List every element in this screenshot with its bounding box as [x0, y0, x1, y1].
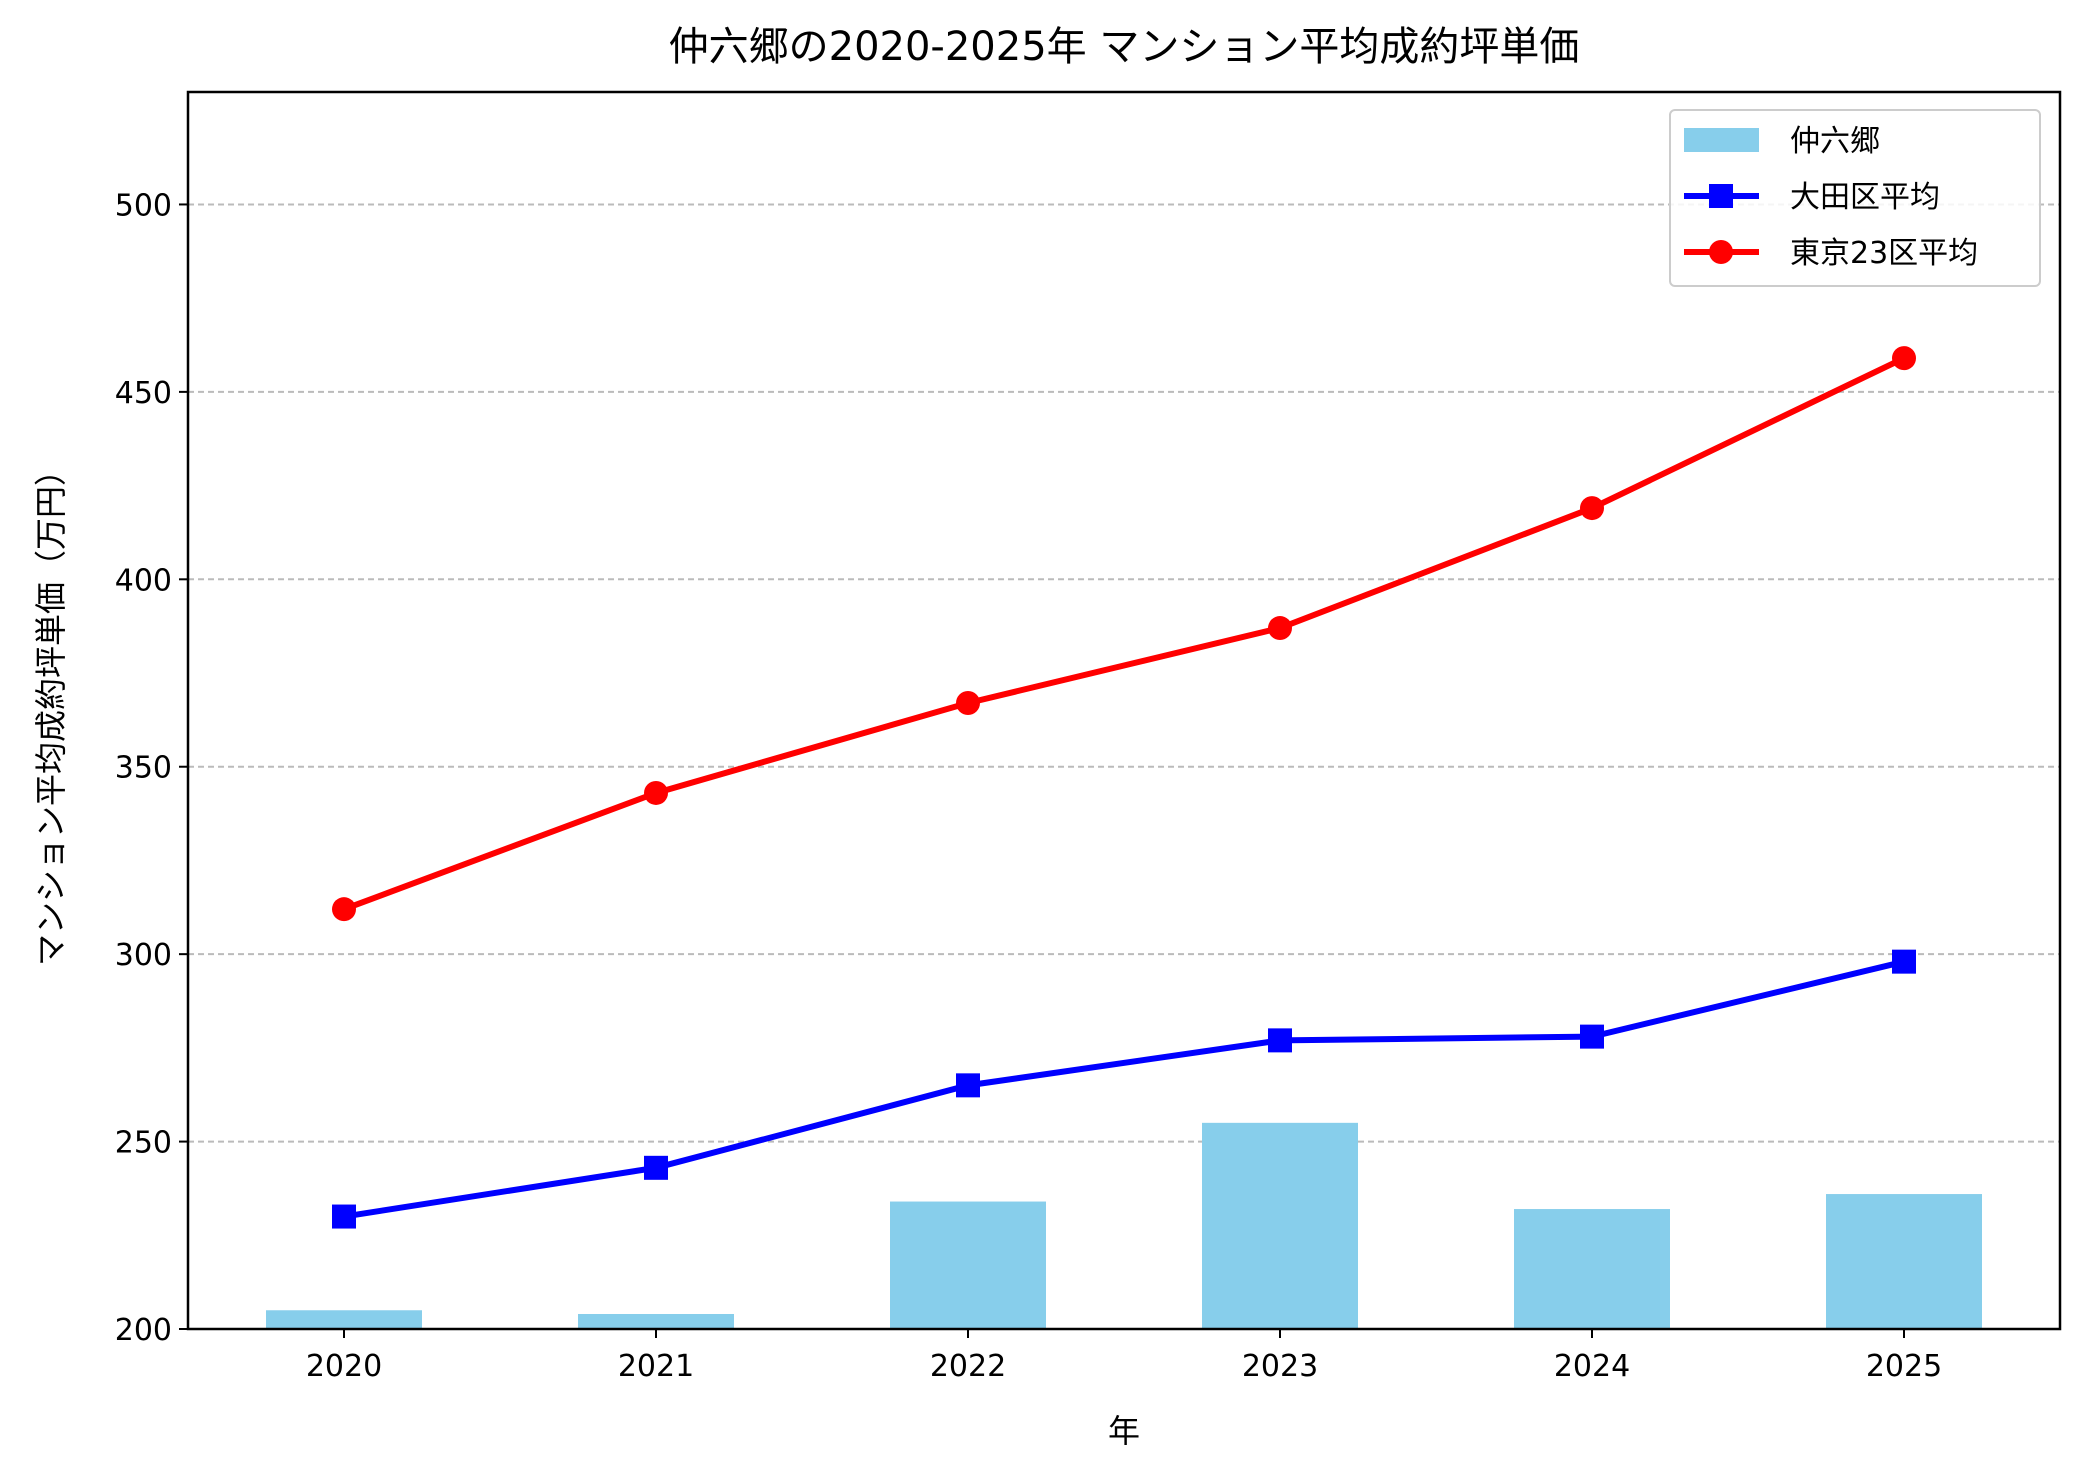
x-tick-label: 2023: [1242, 1349, 1318, 1384]
point-marker: [1580, 1024, 1604, 1049]
point-marker: [332, 1204, 356, 1229]
y-tick-label: 500: [115, 188, 172, 223]
x-tick-label: 2020: [306, 1349, 382, 1384]
point-marker: [1268, 616, 1292, 641]
legend-swatch: [1684, 128, 1759, 152]
bar: [1514, 1209, 1670, 1329]
bar: [890, 1201, 1046, 1329]
point-marker: [956, 1073, 980, 1098]
bar: [1202, 1122, 1358, 1329]
point-marker: [1892, 346, 1916, 371]
legend-marker: [1709, 184, 1733, 208]
x-tick-label: 2022: [930, 1349, 1006, 1384]
y-tick-label: 400: [115, 563, 172, 598]
chart-title: 仲六郷の2020-2025年 マンション平均成約坪単価: [669, 24, 1580, 70]
y-tick-label: 250: [115, 1126, 172, 1161]
y-tick-label: 300: [115, 938, 172, 973]
point-marker: [1580, 496, 1604, 521]
legend-marker: [1709, 240, 1733, 264]
legend-label: 大田区平均: [1790, 180, 1940, 215]
bar: [1826, 1194, 1982, 1329]
point-marker: [332, 897, 356, 922]
point-marker: [644, 1155, 668, 1180]
legend-label: 仲六郷: [1790, 124, 1880, 159]
y-axis-label: マンション平均成約坪単価（万円）: [32, 454, 70, 966]
x-tick-label: 2021: [618, 1349, 694, 1384]
legend-label: 東京23区平均: [1790, 236, 1978, 271]
point-marker: [1892, 949, 1916, 974]
series-line: [343, 958, 1905, 1220]
point-marker: [956, 691, 980, 716]
series-line: [342, 355, 1906, 912]
bar: [266, 1310, 422, 1329]
x-tick-label: 2024: [1554, 1349, 1630, 1384]
plot-frame: [186, 90, 2062, 1331]
x-axis-label: 年: [1108, 1412, 1140, 1450]
y-tick-label: 200: [115, 1313, 172, 1348]
point-marker: [1268, 1028, 1292, 1053]
point-marker: [644, 780, 668, 805]
legend-box: [1669, 109, 2041, 287]
y-tick-label: 350: [115, 751, 172, 786]
y-tick-label: 450: [115, 376, 172, 411]
bar: [578, 1314, 734, 1329]
x-tick-label: 2025: [1866, 1349, 1942, 1384]
